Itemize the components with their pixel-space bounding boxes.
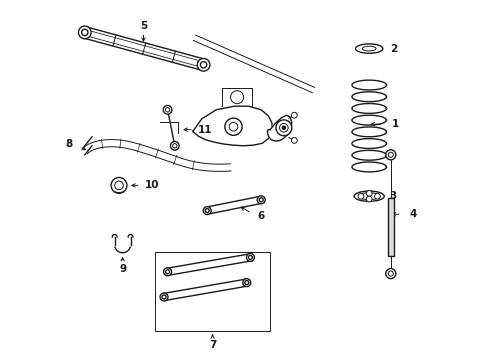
Polygon shape xyxy=(193,106,272,146)
Circle shape xyxy=(358,193,364,199)
Circle shape xyxy=(386,269,396,279)
Circle shape xyxy=(257,196,265,204)
Text: 3: 3 xyxy=(389,191,396,201)
Circle shape xyxy=(292,138,297,143)
Circle shape xyxy=(231,91,244,104)
Text: 4: 4 xyxy=(410,209,417,219)
Circle shape xyxy=(367,196,372,202)
Text: 5: 5 xyxy=(140,21,147,31)
Text: 6: 6 xyxy=(258,211,265,221)
Bar xyxy=(388,198,394,256)
Circle shape xyxy=(163,105,172,114)
Circle shape xyxy=(197,58,210,71)
Circle shape xyxy=(386,150,396,160)
Text: 10: 10 xyxy=(145,180,159,190)
Text: 9: 9 xyxy=(119,264,126,274)
Text: 1: 1 xyxy=(392,119,399,129)
Circle shape xyxy=(282,126,286,130)
Text: 7: 7 xyxy=(209,340,216,350)
Circle shape xyxy=(374,193,380,199)
Ellipse shape xyxy=(359,193,379,200)
Circle shape xyxy=(78,26,91,39)
Text: 11: 11 xyxy=(198,125,213,135)
Polygon shape xyxy=(268,115,292,141)
Circle shape xyxy=(246,253,254,261)
Circle shape xyxy=(160,293,168,301)
Circle shape xyxy=(292,112,297,118)
Bar xyxy=(155,252,270,331)
Circle shape xyxy=(203,207,211,215)
Circle shape xyxy=(171,141,179,150)
Text: 2: 2 xyxy=(390,44,397,54)
Text: 8: 8 xyxy=(65,139,73,149)
Ellipse shape xyxy=(363,46,376,51)
Circle shape xyxy=(243,279,251,287)
Circle shape xyxy=(225,118,242,135)
Circle shape xyxy=(111,177,127,193)
Ellipse shape xyxy=(356,44,383,53)
Circle shape xyxy=(164,268,171,276)
Circle shape xyxy=(367,190,372,196)
Ellipse shape xyxy=(354,191,384,201)
Circle shape xyxy=(276,120,292,136)
